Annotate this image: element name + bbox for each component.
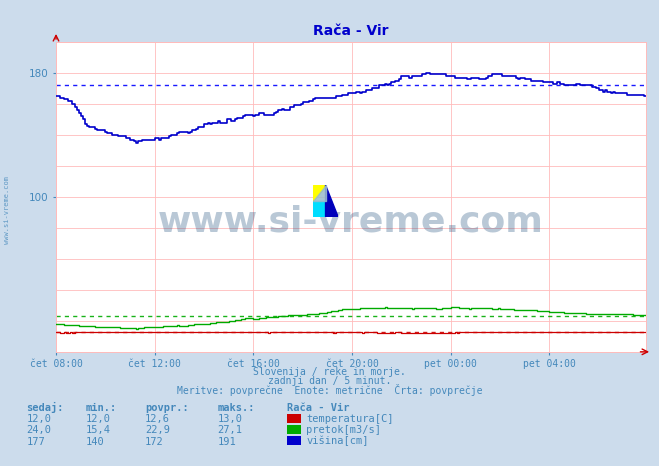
Text: 15,4: 15,4: [86, 425, 111, 435]
Text: 140: 140: [86, 437, 104, 446]
Polygon shape: [313, 185, 326, 201]
Text: 24,0: 24,0: [26, 425, 51, 435]
Polygon shape: [313, 201, 326, 217]
Text: 12,0: 12,0: [86, 414, 111, 424]
Text: višina[cm]: višina[cm]: [306, 436, 369, 446]
Text: zadnji dan / 5 minut.: zadnji dan / 5 minut.: [268, 377, 391, 386]
Text: 12,0: 12,0: [26, 414, 51, 424]
Polygon shape: [326, 185, 338, 217]
Text: sedaj:: sedaj:: [26, 402, 64, 413]
Text: Meritve: povprečne  Enote: metrične  Črta: povprečje: Meritve: povprečne Enote: metrične Črta:…: [177, 384, 482, 396]
Text: 22,9: 22,9: [145, 425, 170, 435]
Text: 177: 177: [26, 437, 45, 446]
Text: povpr.:: povpr.:: [145, 403, 188, 413]
Text: www.si-vreme.com: www.si-vreme.com: [158, 205, 544, 239]
Text: 191: 191: [217, 437, 236, 446]
Text: 172: 172: [145, 437, 163, 446]
Text: 12,6: 12,6: [145, 414, 170, 424]
Title: Rača - Vir: Rača - Vir: [313, 24, 389, 38]
Text: 13,0: 13,0: [217, 414, 243, 424]
Text: pretok[m3/s]: pretok[m3/s]: [306, 425, 382, 435]
Text: temperatura[C]: temperatura[C]: [306, 414, 394, 424]
Text: min.:: min.:: [86, 403, 117, 413]
Text: www.si-vreme.com: www.si-vreme.com: [3, 176, 10, 244]
Text: Rača - Vir: Rača - Vir: [287, 403, 349, 413]
Polygon shape: [313, 185, 326, 201]
Text: maks.:: maks.:: [217, 403, 255, 413]
Text: Slovenija / reke in morje.: Slovenija / reke in morje.: [253, 367, 406, 377]
Text: 27,1: 27,1: [217, 425, 243, 435]
